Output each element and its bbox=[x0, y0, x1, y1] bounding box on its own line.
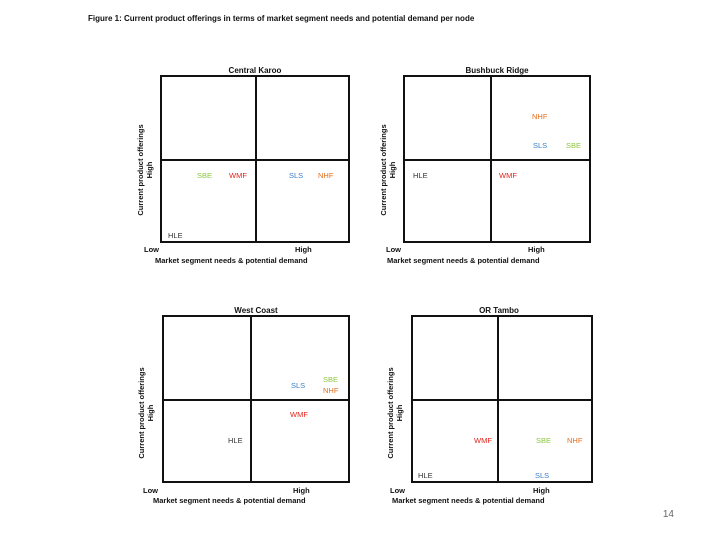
panel-title: OR Tambo bbox=[479, 306, 519, 315]
y-axis-title-line1: Current product offerings bbox=[136, 124, 145, 216]
code-nhf: NHF bbox=[567, 436, 583, 445]
code-hle: HLE bbox=[418, 471, 433, 480]
panel-title: West Coast bbox=[234, 306, 278, 315]
x-axis-title: Market segment needs & potential demand bbox=[153, 496, 306, 505]
quadrant-grid bbox=[403, 75, 591, 243]
x-axis-title: Market segment needs & potential demand bbox=[387, 256, 540, 265]
y-axis-title-line2: High bbox=[395, 404, 404, 422]
x-axis-low: Low bbox=[386, 245, 401, 254]
code-sbe: SBE bbox=[197, 171, 213, 180]
page-number: 14 bbox=[662, 509, 674, 520]
code-sls: SLS bbox=[533, 141, 548, 150]
code-nhf: NHF bbox=[318, 171, 334, 180]
quadrant-grid bbox=[162, 315, 350, 483]
code-sls: SLS bbox=[535, 471, 550, 480]
horizontal-divider bbox=[162, 159, 348, 161]
quadrant-grid bbox=[160, 75, 350, 243]
x-axis-high: High bbox=[533, 486, 550, 495]
code-sbe: SBE bbox=[323, 375, 339, 384]
x-axis-low: Low bbox=[390, 486, 405, 495]
y-axis-title-line2: High bbox=[145, 161, 154, 179]
code-wmf: WMF bbox=[499, 171, 517, 180]
code-nhf: NHF bbox=[532, 112, 548, 121]
x-axis-low: Low bbox=[144, 245, 159, 254]
code-nhf: NHF bbox=[323, 386, 339, 395]
code-sbe: SBE bbox=[536, 436, 552, 445]
y-axis-title-line1: Current product offerings bbox=[137, 367, 146, 459]
code-sls: SLS bbox=[289, 171, 304, 180]
code-hle: HLE bbox=[168, 231, 183, 240]
panel-title: Bushbuck Ridge bbox=[465, 66, 529, 75]
code-wmf: WMF bbox=[290, 410, 308, 419]
code-wmf: WMF bbox=[474, 436, 492, 445]
y-axis-title: Current product offerings High bbox=[386, 367, 404, 458]
horizontal-divider bbox=[164, 399, 348, 401]
y-axis-title-line1: Current product offerings bbox=[379, 124, 388, 216]
figure-title: Figure 1: Current product offerings in t… bbox=[88, 14, 475, 23]
quadrant-grid bbox=[411, 315, 593, 483]
code-sls: SLS bbox=[291, 381, 306, 390]
y-axis-title-line2: High bbox=[388, 161, 397, 179]
x-axis-high: High bbox=[295, 245, 312, 254]
code-wmf: WMF bbox=[229, 171, 247, 180]
horizontal-divider bbox=[405, 159, 589, 161]
code-hle: HLE bbox=[413, 171, 428, 180]
x-axis-high: High bbox=[293, 486, 310, 495]
code-sbe: SBE bbox=[566, 141, 582, 150]
y-axis-title: Current product offerings High bbox=[137, 367, 155, 458]
y-axis-title-line2: High bbox=[146, 404, 155, 422]
x-axis-high: High bbox=[528, 245, 545, 254]
panel-title: Central Karoo bbox=[228, 66, 282, 75]
x-axis-title: Market segment needs & potential demand bbox=[392, 496, 545, 505]
y-axis-title: Current product offerings High bbox=[379, 124, 397, 215]
y-axis-title: Current product offerings High bbox=[136, 124, 154, 215]
x-axis-title: Market segment needs & potential demand bbox=[155, 256, 308, 265]
y-axis-title-line1: Current product offerings bbox=[386, 367, 395, 459]
horizontal-divider bbox=[413, 399, 591, 401]
code-hle: HLE bbox=[228, 436, 243, 445]
x-axis-low: Low bbox=[143, 486, 158, 495]
